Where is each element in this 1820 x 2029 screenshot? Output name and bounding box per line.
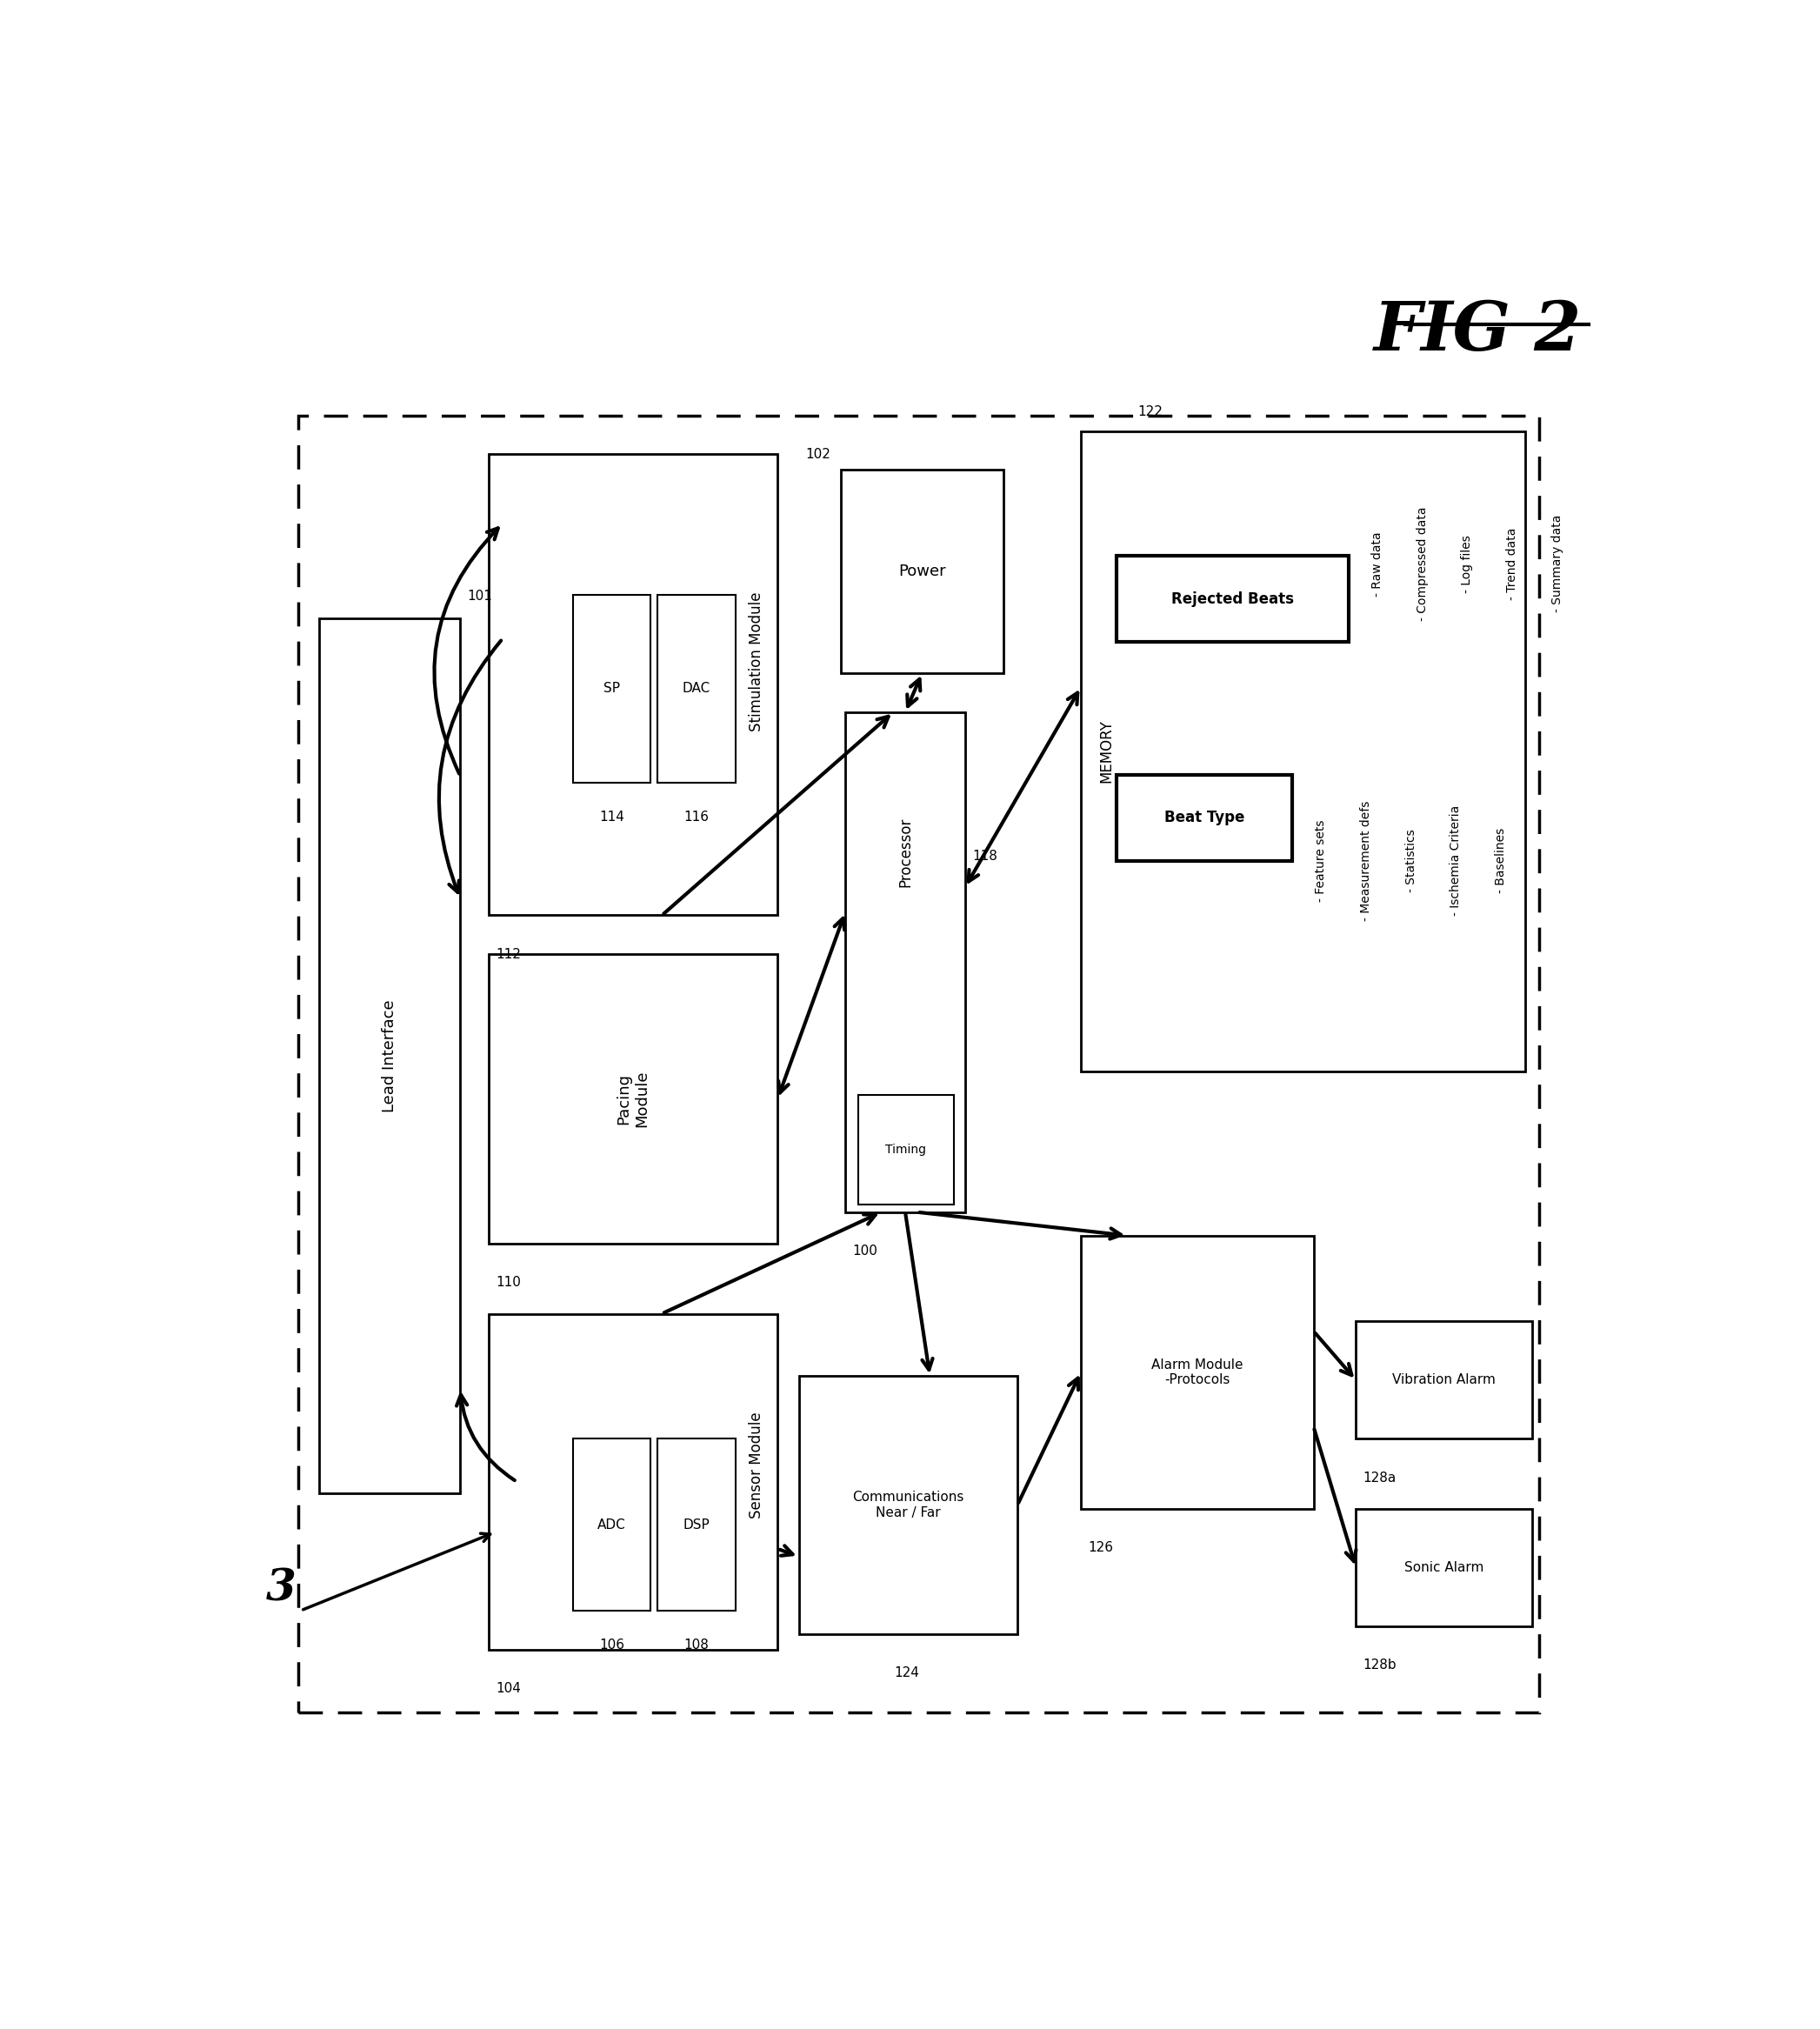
Text: Processor: Processor: [897, 818, 914, 887]
Text: 104: 104: [495, 1682, 521, 1694]
FancyBboxPatch shape: [1116, 775, 1292, 860]
FancyBboxPatch shape: [844, 712, 965, 1211]
Text: - Summary data: - Summary data: [1551, 515, 1563, 613]
Text: 106: 106: [599, 1637, 624, 1652]
Text: Sonic Alarm: Sonic Alarm: [1405, 1560, 1483, 1575]
Text: - Log files: - Log files: [1461, 536, 1474, 592]
Text: 126: 126: [1088, 1542, 1114, 1554]
Text: DSP: DSP: [682, 1518, 710, 1532]
FancyBboxPatch shape: [1116, 556, 1349, 641]
FancyBboxPatch shape: [1081, 1236, 1314, 1510]
FancyBboxPatch shape: [488, 1313, 777, 1650]
FancyBboxPatch shape: [318, 619, 460, 1493]
Text: 108: 108: [684, 1637, 710, 1652]
Text: 100: 100: [852, 1244, 877, 1258]
Text: Sensor Module: Sensor Module: [748, 1412, 764, 1518]
Text: Stimulation Module: Stimulation Module: [748, 592, 764, 732]
Text: FIG 2: FIG 2: [1374, 298, 1582, 365]
Text: 102: 102: [806, 448, 832, 461]
Text: 128a: 128a: [1363, 1471, 1396, 1485]
Text: Pacing
Module: Pacing Module: [617, 1071, 650, 1128]
Text: 3: 3: [266, 1568, 297, 1611]
Text: Lead Interface: Lead Interface: [382, 1000, 397, 1112]
Text: - Baselines: - Baselines: [1494, 828, 1507, 893]
FancyBboxPatch shape: [488, 454, 777, 915]
Text: Vibration Alarm: Vibration Alarm: [1392, 1374, 1496, 1386]
Text: MEMORY: MEMORY: [1099, 720, 1114, 783]
FancyBboxPatch shape: [573, 1439, 650, 1611]
Text: Communications
Near / Far: Communications Near / Far: [852, 1491, 965, 1520]
Text: 114: 114: [599, 810, 624, 824]
Text: 116: 116: [684, 810, 710, 824]
FancyBboxPatch shape: [488, 954, 777, 1244]
Text: 122: 122: [1138, 406, 1163, 418]
Text: ADC: ADC: [597, 1518, 626, 1532]
FancyBboxPatch shape: [657, 594, 735, 783]
FancyBboxPatch shape: [298, 416, 1540, 1712]
FancyBboxPatch shape: [573, 594, 650, 783]
FancyBboxPatch shape: [857, 1096, 954, 1205]
FancyBboxPatch shape: [799, 1376, 1017, 1633]
Text: - Ischemia Criteria: - Ischemia Criteria: [1451, 806, 1461, 915]
Text: Power: Power: [899, 564, 946, 580]
Text: Timing: Timing: [886, 1144, 926, 1157]
Text: - Feature sets: - Feature sets: [1314, 820, 1327, 901]
Text: SP: SP: [604, 682, 621, 696]
Text: - Statistics: - Statistics: [1405, 830, 1418, 893]
Text: 124: 124: [894, 1666, 919, 1680]
Text: 110: 110: [495, 1276, 521, 1288]
Text: - Raw data: - Raw data: [1370, 532, 1383, 597]
Text: 101: 101: [468, 590, 493, 603]
Text: 118: 118: [972, 850, 997, 862]
Text: 112: 112: [495, 948, 521, 962]
Text: - Measurement defs: - Measurement defs: [1360, 799, 1372, 921]
Text: 128b: 128b: [1363, 1658, 1396, 1672]
Text: Alarm Module
-Protocols: Alarm Module -Protocols: [1152, 1357, 1243, 1386]
FancyBboxPatch shape: [1081, 430, 1525, 1071]
Text: Rejected Beats: Rejected Beats: [1172, 590, 1294, 607]
Text: - Compressed data: - Compressed data: [1416, 507, 1429, 621]
Text: DAC: DAC: [682, 682, 710, 696]
FancyBboxPatch shape: [657, 1439, 735, 1611]
FancyBboxPatch shape: [1356, 1510, 1532, 1625]
Text: Beat Type: Beat Type: [1165, 810, 1245, 826]
FancyBboxPatch shape: [841, 471, 1003, 674]
Text: - Trend data: - Trend data: [1507, 528, 1518, 601]
FancyBboxPatch shape: [1356, 1321, 1532, 1439]
